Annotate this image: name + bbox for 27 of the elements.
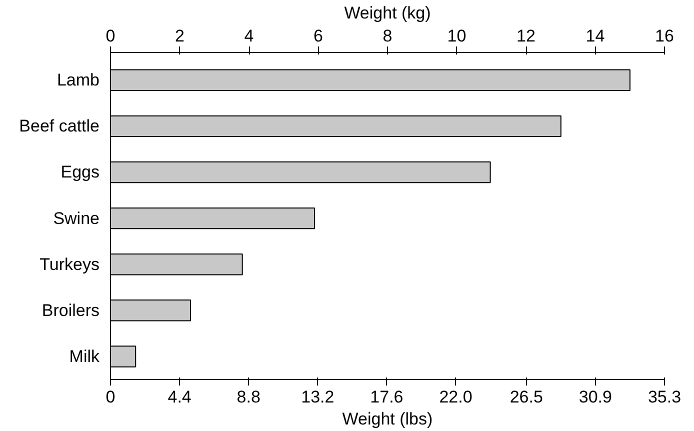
y-tick-label: Beef cattle — [19, 116, 100, 136]
x-tick-label: 4.4 — [168, 388, 192, 406]
x2-tick-label: 12 — [516, 26, 536, 46]
y-tick-label: Eggs — [60, 162, 100, 182]
x2-tick-label: 14 — [586, 26, 605, 46]
x-tick-label: 17.6 — [370, 388, 404, 406]
x2-tick-label: 10 — [447, 26, 466, 46]
y-tick-label: Lamb — [56, 70, 100, 90]
x-tick-label: 0 — [106, 388, 116, 406]
x-tick-label: 35.3 — [648, 388, 682, 406]
x-axis-title: Weight (lbs) — [342, 410, 433, 428]
x-tick-label: 26.5 — [510, 388, 543, 406]
y-tick-label: Swine — [53, 208, 100, 228]
x-tick-label: 13.2 — [301, 388, 334, 406]
y-tick-label: Broilers — [42, 300, 100, 320]
x2-tick-label: 2 — [175, 26, 184, 46]
x2-tick-label: 0 — [106, 26, 116, 46]
x2-tick-label: 4 — [244, 26, 254, 46]
y-tick-label: Turkeys — [40, 254, 100, 274]
x-tick-label: 30.9 — [578, 388, 612, 406]
y-tick-label: Milk — [69, 346, 100, 366]
x-tick-label: 8.8 — [236, 388, 260, 406]
x2-tick-label: 6 — [314, 26, 323, 46]
x-tick-label: 22.0 — [439, 388, 472, 406]
x2-tick-label: 16 — [655, 26, 674, 46]
x2-tick-label: 8 — [382, 26, 392, 46]
x2-axis-title: Weight (kg) — [344, 4, 431, 22]
